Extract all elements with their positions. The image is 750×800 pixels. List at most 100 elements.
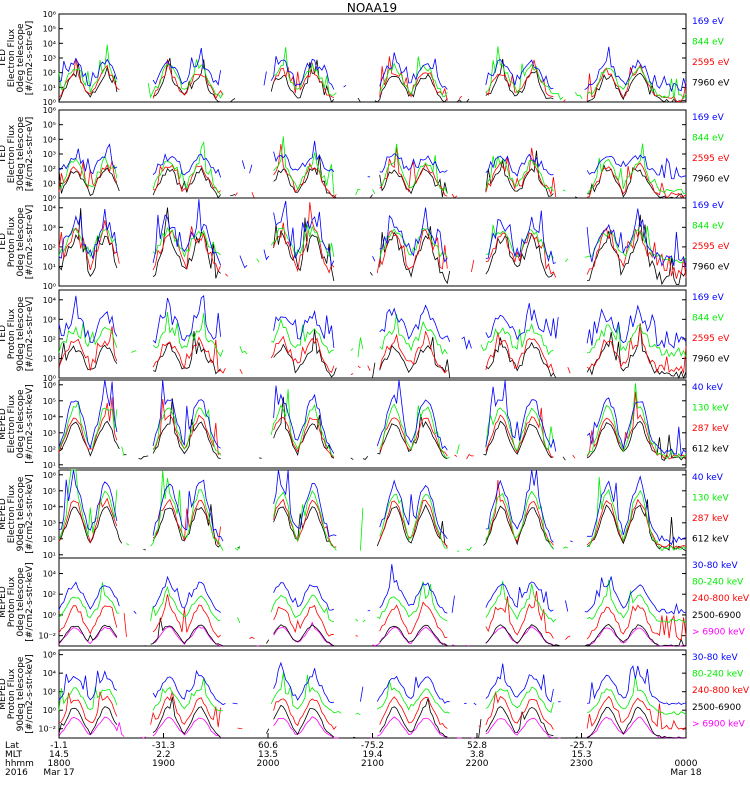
y-axis-label-line: 0deg telescope bbox=[16, 389, 26, 459]
legend-label: 240-800 keV bbox=[692, 594, 750, 604]
y-axis-label-line: [#/cm2-s-str-eV] bbox=[25, 205, 35, 280]
y-axis-label-line: MEPED bbox=[0, 586, 8, 618]
y-tick-label: 10¹ bbox=[43, 179, 56, 188]
y-tick-label: 10⁰ bbox=[43, 611, 56, 620]
series-line-3 bbox=[58, 224, 687, 264]
legend-label: 2500-6900 bbox=[692, 611, 741, 621]
x-tick-label-hhmm: 2000 bbox=[257, 759, 280, 769]
x-axis-row-label: hhmm bbox=[5, 759, 34, 769]
series-line-1 bbox=[58, 323, 687, 380]
y-axis-label: TEDProton Flux90deg telescope[#/cm2-s-st… bbox=[0, 296, 35, 371]
y-tick-label: 10¹ bbox=[43, 551, 56, 560]
panel-3: TEDProton Flux0deg telescope[#/cm2-s-str… bbox=[0, 197, 730, 291]
panel-6: MEPEDElectron Flux90deg telescope[#/cm2-… bbox=[0, 469, 729, 560]
y-axis-label-line: Electron Flux bbox=[7, 394, 17, 453]
y-axis-label-line: 0deg telescope bbox=[16, 567, 26, 637]
series-line-4 bbox=[58, 46, 687, 93]
series-line-3 bbox=[58, 44, 687, 101]
y-axis-label-line: Electron Flux bbox=[7, 484, 17, 543]
y-axis-label-line: 0deg telescope bbox=[16, 207, 26, 277]
plot-frame bbox=[58, 197, 687, 287]
series-line-3 bbox=[58, 591, 687, 640]
y-tick-label: 10⁻² bbox=[38, 632, 56, 641]
y-axis-label-line: TED bbox=[0, 233, 8, 252]
y-axis-label-line: TED bbox=[0, 145, 8, 164]
panels: TEDElectron Flux0deg telescope[#/cm2-s-s… bbox=[0, 10, 750, 739]
legend-label: 130 keV bbox=[692, 403, 729, 413]
y-axis-label-line: 90deg telescope bbox=[16, 656, 26, 731]
y-tick-label: 10⁵ bbox=[43, 25, 56, 34]
y-axis-label-line: [#/cm2-s-str-eV] bbox=[25, 297, 35, 372]
plot-frame bbox=[58, 13, 687, 103]
x-tick-label-lat: -1.1 bbox=[50, 741, 68, 751]
y-tick-label: 10⁰ bbox=[43, 374, 56, 383]
y-axis-label-line: Proton Flux bbox=[7, 216, 17, 267]
plot-frame bbox=[58, 649, 687, 739]
legend-label: 844 eV bbox=[692, 133, 725, 143]
y-axis-label-line: [#/cm2-s-str-eV] bbox=[25, 21, 35, 96]
plot-frame bbox=[58, 109, 687, 199]
y-tick-label: 10¹ bbox=[43, 461, 56, 470]
plot-frame bbox=[58, 469, 687, 559]
y-tick-label: 10² bbox=[43, 165, 56, 174]
legend-label: 40 keV bbox=[692, 383, 724, 393]
y-tick-label: 10⁰ bbox=[43, 706, 56, 715]
legend-label: 169 eV bbox=[692, 201, 725, 211]
x-tick-label-mlt: 15.3 bbox=[571, 750, 591, 760]
legend-label: 30-80 keV bbox=[692, 653, 738, 663]
legend-label: 2500-6900 bbox=[692, 703, 741, 713]
y-axis-label-line: MEPED bbox=[0, 408, 8, 440]
y-axis-label-line: [#/cm2-s-str-keV] bbox=[25, 384, 35, 463]
y-tick-label: 10³ bbox=[43, 54, 56, 63]
y-tick-label: 10⁵ bbox=[43, 397, 56, 406]
legend-label: 844 eV bbox=[692, 37, 725, 47]
legend-label: 7960 eV bbox=[692, 174, 730, 184]
x-tick-label-hhmm: 2300 bbox=[570, 759, 593, 769]
y-axis-label-line: 0deg telescope bbox=[16, 23, 26, 93]
series-line-4 bbox=[58, 672, 687, 716]
panel-8: MEPEDProton Flux90deg telescope[#/cm2-s-… bbox=[0, 649, 750, 739]
series-line-2 bbox=[58, 323, 687, 376]
legend-label: 169 eV bbox=[692, 17, 725, 27]
x-tick-label-hhmm: 2100 bbox=[361, 759, 384, 769]
legend-label: 844 eV bbox=[692, 313, 725, 323]
series-line-1 bbox=[58, 716, 687, 739]
y-axis-label-line: [#/cm2-s-str-keV] bbox=[25, 562, 35, 641]
y-tick-label: 10⁶ bbox=[43, 10, 56, 19]
y-tick-label: 10³ bbox=[43, 223, 56, 232]
series-line-3 bbox=[58, 691, 687, 731]
y-tick-label: 10³ bbox=[43, 150, 56, 159]
x-tick-label-hhmm: 1800 bbox=[48, 759, 71, 769]
legend-label: 169 eV bbox=[692, 293, 725, 303]
series-line-5 bbox=[58, 564, 687, 615]
legend-label: 2595 eV bbox=[692, 242, 730, 252]
legend-label: 2595 eV bbox=[692, 334, 730, 344]
x-tick-label-date: Mar 18 bbox=[670, 768, 702, 778]
x-tick-label-mlt: 13.5 bbox=[258, 750, 278, 760]
x-tick-label-hhmm: 1900 bbox=[152, 759, 175, 769]
y-tick-label: 10⁴ bbox=[43, 669, 56, 678]
legend-label: 80-240 keV bbox=[692, 670, 744, 680]
chart-title: NOAA19 bbox=[347, 1, 397, 15]
series-line-2 bbox=[58, 202, 687, 279]
series-line-4 bbox=[58, 469, 687, 546]
series-line-1 bbox=[58, 150, 686, 199]
legend-label: 844 eV bbox=[692, 221, 725, 231]
y-tick-label: 10² bbox=[43, 535, 56, 544]
x-axis-row-label: Lat bbox=[5, 741, 20, 751]
y-axis-label-line: TED bbox=[0, 49, 8, 68]
y-axis-label: MEPEDProton Flux0deg telescope[#/cm2-s-s… bbox=[0, 562, 35, 641]
y-axis-label-line: Electron Flux bbox=[7, 28, 17, 87]
series-line-2 bbox=[58, 617, 687, 647]
y-tick-label: 10⁴ bbox=[43, 135, 56, 144]
legend-label: 2595 eV bbox=[692, 154, 730, 164]
x-tick-label-date: Mar 17 bbox=[43, 768, 74, 778]
y-tick-label: 10³ bbox=[43, 519, 56, 528]
y-tick-label: 10⁴ bbox=[43, 204, 56, 213]
y-tick-label: 10² bbox=[43, 335, 56, 344]
series-line-4 bbox=[58, 379, 687, 456]
series-line-3 bbox=[58, 469, 687, 552]
y-axis-label-line: MEPED bbox=[0, 498, 8, 530]
